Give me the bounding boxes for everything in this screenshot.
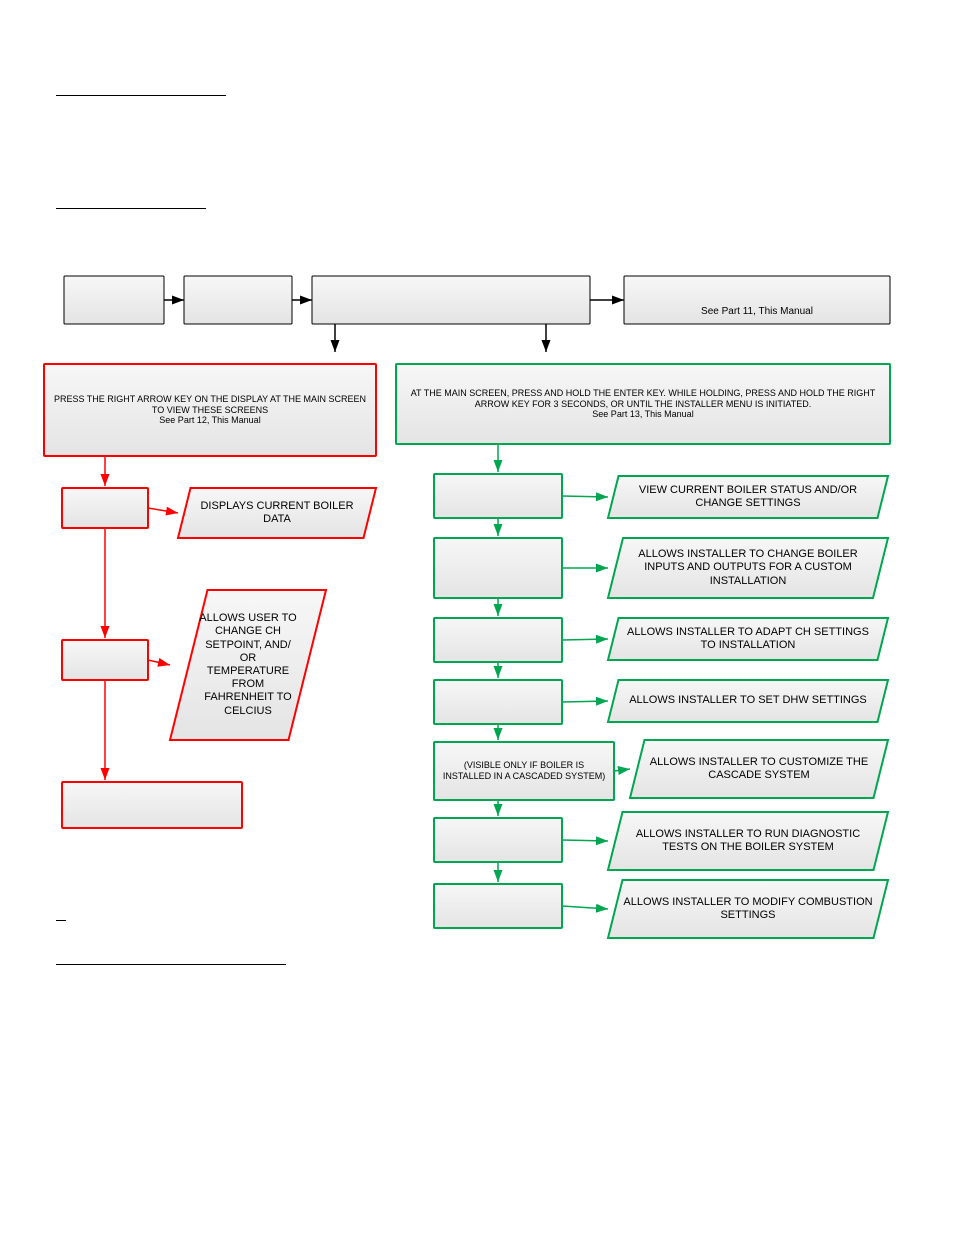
edge xyxy=(614,769,630,771)
edge xyxy=(562,496,608,497)
rule xyxy=(56,95,226,96)
node-tb2 xyxy=(184,276,292,324)
node-text-r_par2: ALLOWS USER TO CHANGE CH SETPOINT, AND/ … xyxy=(199,590,298,740)
node-g_b4 xyxy=(434,680,562,724)
node-r_box1 xyxy=(62,488,148,528)
edge xyxy=(148,508,178,513)
node-text-g_p2: ALLOWS INSTALLER TO CHANGE BOILER INPUTS… xyxy=(623,538,873,598)
node-text-g_p1: VIEW CURRENT BOILER STATUS AND/OR CHANGE… xyxy=(620,476,875,518)
node-g_b2 xyxy=(434,538,562,598)
node-g_b1 xyxy=(434,474,562,518)
node-r_box2 xyxy=(62,640,148,680)
edge xyxy=(562,906,608,909)
edge xyxy=(562,840,608,841)
node-tb1 xyxy=(64,276,164,324)
node-g_b3 xyxy=(434,618,562,662)
node-text-g_p3: ALLOWS INSTALLER TO ADAPT CH SETTINGS TO… xyxy=(620,618,875,660)
node-r_box3 xyxy=(62,782,242,828)
node-text-r_par1: DISPLAYS CURRENT BOILER DATA xyxy=(192,488,363,538)
rule xyxy=(56,208,206,209)
node-text-red_main: PRESS THE RIGHT ARROW KEY ON THE DISPLAY… xyxy=(50,364,370,456)
node-g_b7 xyxy=(434,884,562,928)
edge xyxy=(148,660,170,665)
node-text-g_b5: (VISIBLE ONLY IF BOILER IS INSTALLED IN … xyxy=(440,742,608,800)
rule xyxy=(56,964,286,965)
node-text-g_p7: ALLOWS INSTALLER TO MODIFY COMBUSTION SE… xyxy=(623,880,874,938)
node-text-g_p5: ALLOWS INSTALLER TO CUSTOMIZE THE CASCAD… xyxy=(645,740,874,798)
edge xyxy=(562,701,608,702)
node-text-g_p4: ALLOWS INSTALLER TO SET DHW SETTINGS xyxy=(620,680,875,722)
edge xyxy=(562,639,608,640)
node-g_b6 xyxy=(434,818,562,862)
rule xyxy=(56,920,66,921)
node-text-g_p6: ALLOWS INSTALLER TO RUN DIAGNOSTIC TESTS… xyxy=(623,812,874,870)
node-tb3 xyxy=(312,276,590,324)
node-text-g_main: AT THE MAIN SCREEN, PRESS AND HOLD THE E… xyxy=(402,364,884,444)
node-text-tb4: See Part 11, This Manual xyxy=(630,306,884,318)
